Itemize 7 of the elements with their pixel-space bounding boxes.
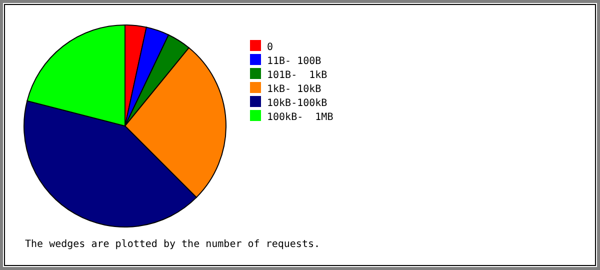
legend-label: 10kB-100kB bbox=[267, 98, 328, 109]
legend-label: 0 bbox=[267, 42, 274, 53]
legend-label: 101B- 1kB bbox=[267, 70, 328, 81]
legend-label: 100kB- 1MB bbox=[267, 112, 334, 123]
legend-label: 1kB- 10kB bbox=[267, 84, 322, 95]
legend-label: 11B- 100B bbox=[267, 56, 322, 67]
text: The wedges are plotted by the number of requests. bbox=[25, 239, 320, 250]
